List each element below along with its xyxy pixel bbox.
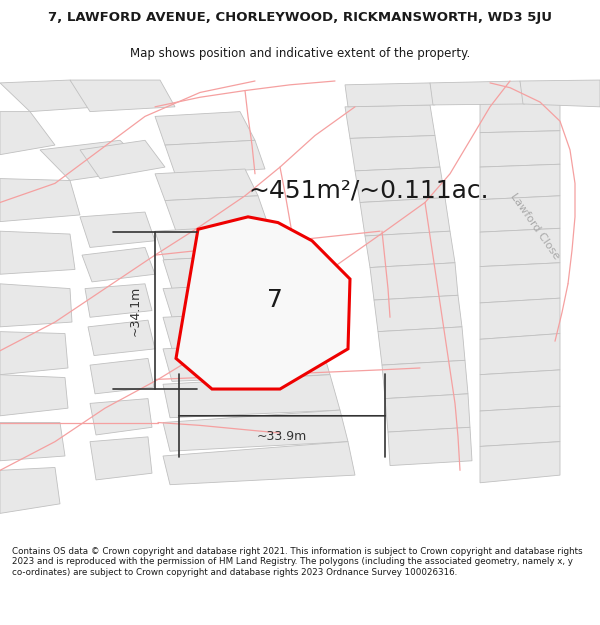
Polygon shape [355,167,445,202]
Polygon shape [480,370,560,411]
Polygon shape [165,196,268,231]
Polygon shape [480,262,560,303]
Polygon shape [90,399,152,435]
Polygon shape [0,332,68,374]
Polygon shape [155,112,255,145]
Polygon shape [480,100,560,132]
Polygon shape [163,410,348,451]
Polygon shape [360,198,450,236]
Polygon shape [82,248,155,282]
Polygon shape [80,212,155,248]
Polygon shape [163,374,340,418]
Text: Contains OS data © Crown copyright and database right 2021. This information is : Contains OS data © Crown copyright and d… [12,547,583,577]
Polygon shape [388,428,472,466]
Text: Map shows position and indicative extent of the property.: Map shows position and indicative extent… [130,48,470,61]
Polygon shape [176,217,350,389]
Polygon shape [480,228,560,267]
Polygon shape [0,422,65,461]
Polygon shape [163,282,305,318]
Polygon shape [374,295,462,332]
Polygon shape [370,262,458,300]
Polygon shape [88,320,155,356]
Text: ~33.9m: ~33.9m [257,431,307,443]
Polygon shape [85,284,152,318]
Polygon shape [350,136,440,171]
Text: ~34.1m: ~34.1m [128,286,142,336]
Text: 7, LAWFORD AVENUE, CHORLEYWOOD, RICKMANSWORTH, WD3 5JU: 7, LAWFORD AVENUE, CHORLEYWOOD, RICKMANS… [48,11,552,24]
Text: 7: 7 [267,288,283,312]
Polygon shape [0,179,80,222]
Polygon shape [163,311,320,349]
Polygon shape [480,131,560,167]
Polygon shape [163,253,292,289]
Polygon shape [430,81,525,105]
Polygon shape [480,334,560,374]
Polygon shape [365,231,455,268]
Polygon shape [480,196,560,232]
Polygon shape [480,164,560,199]
Polygon shape [40,140,150,181]
Polygon shape [382,361,468,399]
Polygon shape [345,105,435,138]
Polygon shape [520,80,600,107]
Polygon shape [378,327,465,365]
Text: ~451m²/~0.111ac.: ~451m²/~0.111ac. [248,178,488,202]
Polygon shape [165,140,265,174]
Polygon shape [480,406,560,446]
Polygon shape [385,394,470,432]
Polygon shape [0,468,60,513]
Polygon shape [155,169,258,201]
Polygon shape [155,224,280,260]
Polygon shape [0,231,75,274]
Polygon shape [0,80,100,112]
Polygon shape [80,140,165,179]
Polygon shape [480,442,560,483]
Text: Lawford Close: Lawford Close [508,191,562,261]
Polygon shape [163,341,330,381]
Polygon shape [163,442,355,485]
Polygon shape [345,83,435,107]
Polygon shape [0,284,72,327]
Polygon shape [0,374,68,416]
Polygon shape [480,298,560,339]
Polygon shape [90,437,152,480]
Polygon shape [90,358,154,394]
Polygon shape [0,112,55,154]
Polygon shape [70,80,175,112]
